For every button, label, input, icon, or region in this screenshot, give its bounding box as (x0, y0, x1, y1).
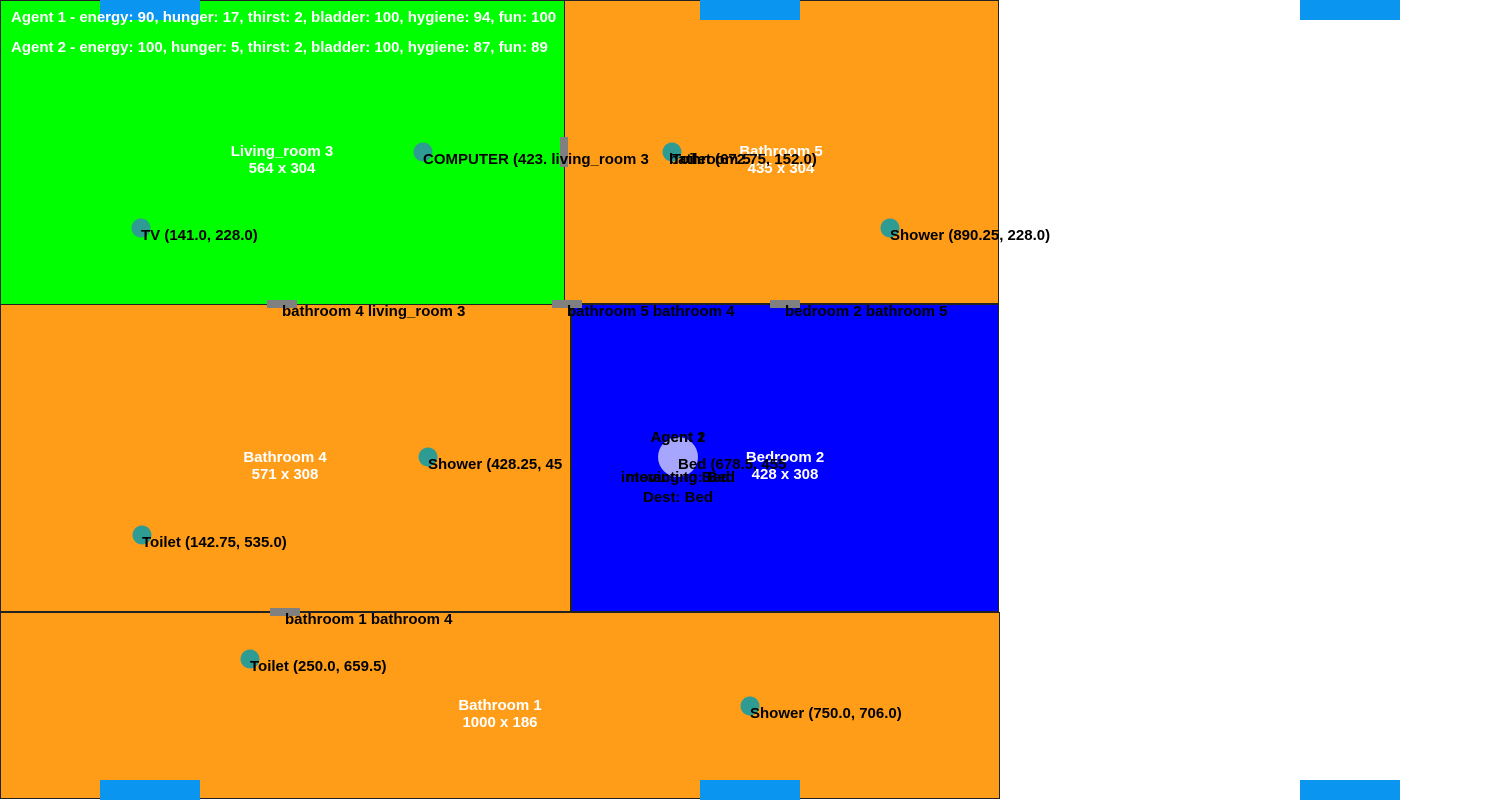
room-label-bathroom-5: Bathroom 5 435 x 304 (739, 143, 822, 177)
door-label: bathroom 1 bathroom 4 (285, 611, 453, 628)
room-bathroom-5 (564, 0, 999, 304)
door-label: bathroom 4 living_room 3 (282, 303, 466, 320)
window-bar (100, 780, 200, 800)
tv-icon (131, 218, 151, 238)
toilet-icon (662, 142, 682, 162)
agent-avatar[interactable] (658, 437, 698, 477)
object-label-shower: Shower (750.0, 706.0) (750, 705, 902, 722)
toilet-icon (240, 649, 260, 669)
room-name: Bathroom 4 (243, 449, 327, 466)
room-name: Living_room 3 (230, 143, 334, 160)
door (552, 300, 582, 308)
object-label-toilet: Toilet (672.75, 152.0) (672, 151, 817, 168)
object-label-toilet: Toilet (142.75, 535.0) (142, 534, 287, 551)
agent-stats: Agent 2 - energy: 100, hunger: 5, thirst… (11, 39, 548, 56)
door-label: bathroom 5 (669, 151, 751, 168)
shower-icon (740, 696, 760, 716)
window-bar (1300, 780, 1400, 800)
room-living-room-3 (0, 0, 565, 305)
window-bar (1300, 0, 1400, 20)
object-label-toilet: Toilet (250.0, 659.5) (250, 658, 387, 675)
room-name: Bedroom 2 (745, 449, 825, 466)
object-label-bed: Bed (678.5, 455 (678, 456, 787, 473)
door (270, 608, 300, 616)
agent-name: Agent 2 (650, 429, 706, 446)
object-label-tv: TV (141.0, 228.0) (141, 227, 258, 244)
agent-stats: Agent 1 - energy: 90, hunger: 17, thirst… (11, 9, 557, 26)
room-bathroom-1 (0, 612, 1000, 799)
computer-icon (413, 142, 433, 162)
window-bar (700, 780, 800, 800)
room-size: 435 x 304 (747, 160, 815, 177)
room-name: Bathroom 1 (458, 697, 542, 714)
window-bar (700, 0, 800, 20)
room-size: 1000 x 186 (462, 714, 538, 731)
shower-icon (880, 218, 900, 238)
object-label-shower: Shower (890.25, 228.0) (890, 227, 1051, 244)
agent-name: Agent 1 (650, 429, 706, 446)
door-label: bathroom 5 bathroom 4 (567, 303, 735, 320)
room-size: 571 x 308 (251, 466, 319, 483)
shower-icon (418, 447, 438, 467)
room-size: 564 x 304 (248, 160, 316, 177)
door (560, 137, 568, 167)
room-label-bathroom-4: Bathroom 4 571 x 308 (243, 449, 326, 483)
room-name: Bathroom 5 (739, 143, 823, 160)
room-size: 428 x 308 (751, 466, 819, 483)
agent-status: interacting: Bed (620, 469, 736, 486)
room-label-bedroom-2: Bedroom 2 428 x 308 (746, 449, 824, 483)
room-label-living-room-3: Living_room 3 564 x 304 (231, 143, 334, 177)
agent-status: moving to Bed (625, 469, 731, 486)
room-label-bathroom-1: Bathroom 1 1000 x 186 (458, 697, 541, 731)
door-label: bedroom 2 bathroom 5 (785, 303, 948, 320)
object-label-computer: COMPUTER (423. living_room 3 (423, 151, 649, 168)
door (770, 300, 800, 308)
agent-destination: Dest: Bed (642, 489, 714, 506)
room-bedroom-2 (571, 304, 999, 612)
door (267, 300, 297, 308)
window-bar (100, 0, 200, 20)
object-label-shower: Shower (428.25, 45 (428, 456, 563, 473)
toilet-icon (132, 525, 152, 545)
